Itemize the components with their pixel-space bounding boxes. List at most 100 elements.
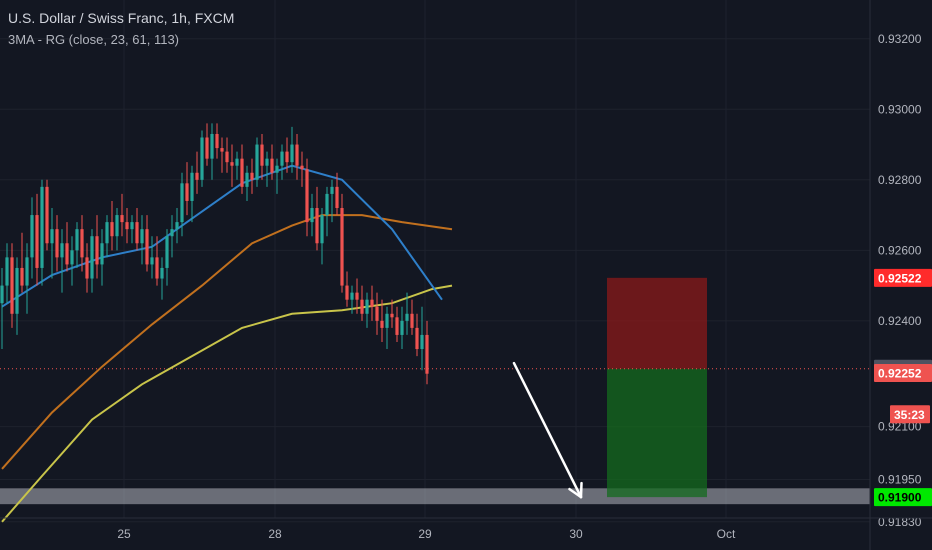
candle[interactable] <box>250 172 254 180</box>
candle[interactable] <box>90 236 94 279</box>
candle[interactable] <box>270 158 274 173</box>
candle[interactable] <box>195 172 199 180</box>
candle[interactable] <box>150 257 154 265</box>
candle[interactable] <box>235 158 239 166</box>
candle[interactable] <box>185 183 189 201</box>
candle[interactable] <box>355 292 359 300</box>
candle[interactable] <box>50 229 54 244</box>
candle[interactable] <box>190 172 194 201</box>
position-stop-zone[interactable] <box>607 277 707 369</box>
candle[interactable] <box>285 151 289 163</box>
candle[interactable] <box>40 186 44 268</box>
candle[interactable] <box>295 144 299 166</box>
candle[interactable] <box>420 334 424 350</box>
candle[interactable] <box>60 243 64 258</box>
candle[interactable] <box>35 215 39 268</box>
candle[interactable] <box>245 172 249 187</box>
candle[interactable] <box>180 183 184 223</box>
candle[interactable] <box>175 222 179 230</box>
candle[interactable] <box>370 299 374 307</box>
candle[interactable] <box>130 222 134 230</box>
candle[interactable] <box>230 162 234 166</box>
time-tick-label: 30 <box>569 527 583 541</box>
candle[interactable] <box>385 313 389 328</box>
candle[interactable] <box>170 229 174 237</box>
candle[interactable] <box>260 144 264 166</box>
candle[interactable] <box>315 208 319 244</box>
candle[interactable] <box>340 208 344 286</box>
candle[interactable] <box>135 222 139 244</box>
candle[interactable] <box>400 320 404 335</box>
candle[interactable] <box>335 186 339 209</box>
candle[interactable] <box>10 257 14 314</box>
candle[interactable] <box>215 133 219 149</box>
candle[interactable] <box>415 327 419 350</box>
candle[interactable] <box>375 306 379 321</box>
candle[interactable] <box>425 334 429 374</box>
price-label: 0.91900 <box>878 491 922 505</box>
candle[interactable] <box>5 257 9 286</box>
candle[interactable] <box>395 317 399 335</box>
candle[interactable] <box>85 257 89 279</box>
candle[interactable] <box>350 292 354 300</box>
candle[interactable] <box>280 151 284 166</box>
candle[interactable] <box>240 158 244 187</box>
candle[interactable] <box>360 299 364 314</box>
candle[interactable] <box>105 222 109 244</box>
candle[interactable] <box>165 236 169 268</box>
candle[interactable] <box>225 151 229 163</box>
candle[interactable] <box>325 193 329 216</box>
candle[interactable] <box>320 215 324 244</box>
candle[interactable] <box>300 165 304 170</box>
candle[interactable] <box>265 158 269 166</box>
candle[interactable] <box>275 165 279 173</box>
candle[interactable] <box>30 215 34 258</box>
down-arrow[interactable] <box>512 361 583 499</box>
ma-fast-line[interactable] <box>1 164 443 308</box>
candle[interactable] <box>210 133 214 159</box>
candle[interactable] <box>390 313 394 318</box>
candle[interactable] <box>55 229 59 258</box>
candle[interactable] <box>20 267 24 286</box>
candle[interactable] <box>220 148 224 152</box>
candle[interactable] <box>160 267 164 279</box>
candle[interactable] <box>365 299 369 314</box>
candle[interactable] <box>410 313 414 328</box>
candle[interactable] <box>65 243 69 265</box>
price-tick-label: 0.93000 <box>878 102 922 116</box>
candle[interactable] <box>255 144 259 180</box>
candle[interactable] <box>140 229 144 244</box>
candle[interactable] <box>75 229 79 251</box>
position-target-zone[interactable] <box>607 368 707 498</box>
candle[interactable] <box>15 267 19 314</box>
candle[interactable] <box>70 250 74 265</box>
candle[interactable] <box>145 229 149 265</box>
price-tick-label: 0.93200 <box>878 32 922 46</box>
candle[interactable] <box>310 208 314 223</box>
candle[interactable] <box>45 186 49 244</box>
candle[interactable] <box>0 285 4 304</box>
candle[interactable] <box>205 137 209 159</box>
candle[interactable] <box>120 215 124 223</box>
candle[interactable] <box>95 236 99 265</box>
candle[interactable] <box>305 169 309 223</box>
price-label: 35:23 <box>894 408 925 422</box>
candle[interactable] <box>100 243 104 265</box>
candle[interactable] <box>80 229 84 258</box>
candle[interactable] <box>345 285 349 300</box>
candle[interactable] <box>290 144 294 163</box>
candle[interactable] <box>110 222 114 237</box>
candle[interactable] <box>125 222 129 230</box>
candle[interactable] <box>115 215 119 237</box>
chart-title[interactable]: U.S. Dollar / Swiss Franc, 1h, FXCM <box>8 10 235 26</box>
candle[interactable] <box>405 313 409 321</box>
candle[interactable] <box>200 137 204 180</box>
candle[interactable] <box>25 257 29 286</box>
indicator-legend[interactable]: 3MA - RG (close, 23, 61, 113) <box>8 32 179 47</box>
support-zone[interactable] <box>0 488 870 505</box>
candle[interactable] <box>330 186 334 194</box>
ma-mid-line[interactable] <box>1 214 453 470</box>
candle[interactable] <box>155 257 159 279</box>
candle[interactable] <box>380 320 384 328</box>
ma-slow-line[interactable] <box>1 284 453 523</box>
